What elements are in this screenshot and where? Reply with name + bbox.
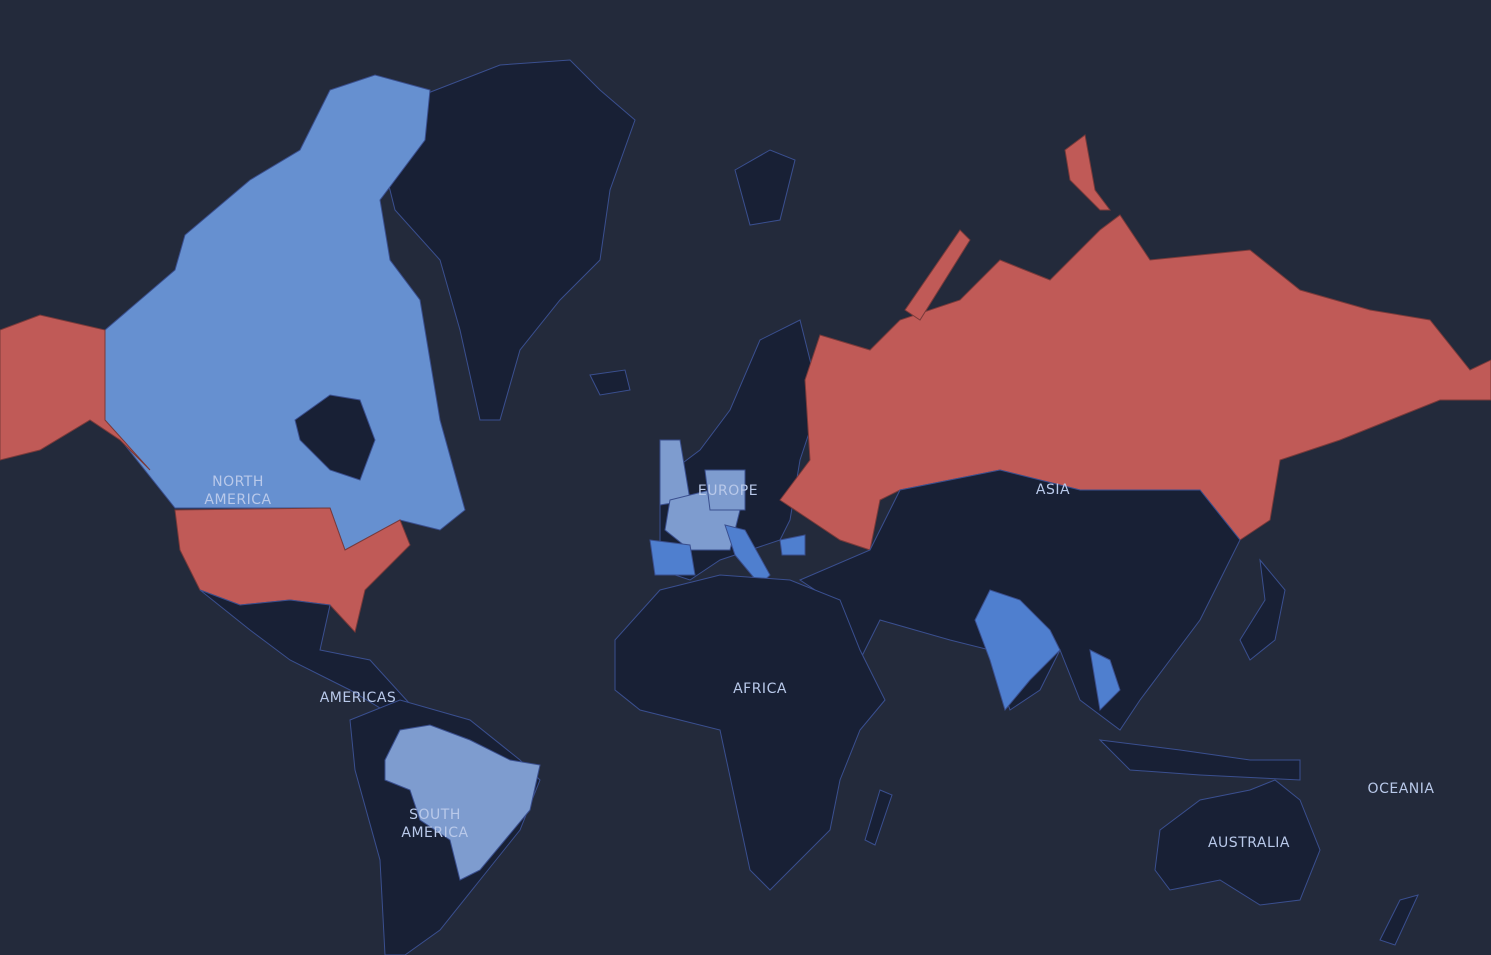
alaska — [0, 314, 151, 471]
new-zealand — [1379, 894, 1419, 946]
region-label: AUSTRALIA — [1207, 835, 1290, 851]
madagascar — [864, 789, 893, 846]
iceland — [589, 369, 631, 396]
region-label: NORTH AMERICA — [204, 474, 272, 508]
svalbard — [734, 149, 796, 226]
germany — [704, 469, 746, 511]
canada — [104, 74, 466, 551]
novaya-zemlya — [904, 229, 971, 321]
brazil — [384, 724, 541, 881]
indonesia — [1098, 739, 1301, 781]
region-label: ASIA — [1035, 482, 1071, 498]
india — [974, 589, 1061, 712]
region-label: SOUTH AMERICA — [401, 807, 469, 841]
africa — [614, 574, 886, 891]
bulgaria — [779, 534, 806, 556]
japan — [1239, 558, 1286, 661]
greenland — [384, 59, 636, 421]
hudson-bay — [294, 394, 376, 481]
central-america — [199, 589, 421, 721]
spain — [649, 539, 696, 576]
thailand — [1089, 649, 1121, 712]
australia — [1154, 779, 1321, 906]
region-label: AFRICA — [733, 681, 787, 697]
region-label: EUROPE — [697, 483, 759, 499]
region-label: OCEANIA — [1367, 781, 1435, 797]
arctic-islands — [1064, 134, 1111, 211]
region-label: AMERICAS — [319, 690, 397, 706]
